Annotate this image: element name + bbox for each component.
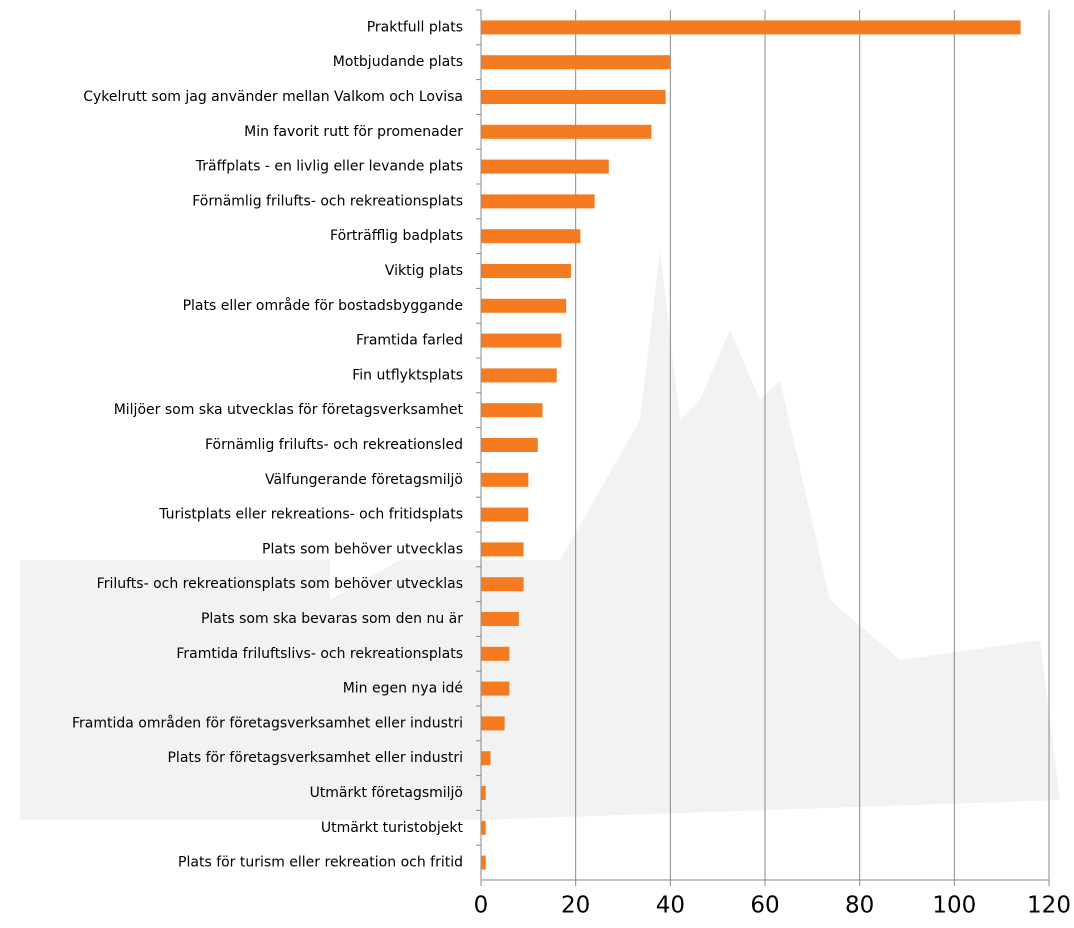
bar — [481, 334, 561, 348]
y-tick-label: Förträfflig badplats — [330, 228, 463, 244]
bar — [481, 786, 486, 800]
bar — [481, 438, 538, 452]
bar — [481, 403, 543, 417]
y-tick-label: Träffplats - en livlig eller levande pla… — [195, 159, 463, 175]
bar — [481, 125, 651, 139]
bar — [481, 612, 519, 626]
y-tick-label: Förnämlig frilufts- och rekreationsled — [205, 437, 463, 453]
chart: 0 20 40 60 80 100 120 Praktfull plats Motbjudand… — [0, 0, 1074, 928]
y-tick-label: Turistplats eller rekreations- och friti… — [158, 507, 463, 523]
bar — [481, 751, 490, 765]
y-tick-label: Motbjudande plats — [333, 54, 463, 70]
x-tick-label: 100 — [932, 893, 976, 919]
y-tick-label: Framtida friluftslivs- och rekreationspl… — [176, 646, 463, 662]
bar — [481, 856, 486, 870]
x-tick-label: 60 — [750, 893, 779, 919]
bar — [481, 368, 557, 382]
y-tick-label: Praktfull plats — [367, 19, 463, 35]
y-tick-label: Plats för företagsverksamhet eller indus… — [167, 750, 463, 766]
y-tick-label: Välfungerande företagsmiljö — [265, 472, 463, 488]
y-tick-label: Framtida områden för företagsverksamhet … — [72, 714, 463, 731]
y-tick-label: Min favorit rutt för promenader — [244, 124, 463, 140]
y-tick-label: Viktig plats — [385, 263, 463, 279]
y-tick-label: Plats som ska bevaras som den nu är — [201, 611, 463, 627]
x-tick-label: 20 — [561, 893, 590, 919]
bar — [481, 508, 528, 522]
bar — [481, 299, 566, 313]
bar — [481, 542, 524, 556]
y-tick-label: Utmärkt företagsmiljö — [310, 785, 463, 801]
y-tick-label: Plats som behöver utvecklas — [262, 541, 463, 557]
bar — [481, 473, 528, 487]
bar — [481, 20, 1021, 34]
y-tick-label: Frilufts- och rekreationsplats som behöv… — [97, 576, 463, 592]
bar — [481, 229, 580, 243]
bar — [481, 90, 666, 104]
y-tick-label: Förnämlig frilufts- och rekreationsplats — [192, 193, 463, 209]
bar — [481, 716, 505, 730]
bar — [481, 194, 595, 208]
y-tick-label: Plats eller område för bostadsbyggande — [183, 297, 463, 314]
y-tick-label: Plats för turism eller rekreation och fr… — [178, 855, 463, 871]
bar — [481, 577, 524, 591]
bar — [481, 821, 486, 835]
y-tick-label: Miljöer som ska utvecklas för företagsve… — [114, 402, 464, 418]
bar — [481, 647, 509, 661]
x-tick-label: 40 — [656, 893, 685, 919]
bar — [481, 55, 670, 69]
bar — [481, 264, 571, 278]
x-tick-label: 80 — [845, 893, 874, 919]
y-tick-label: Utmärkt turistobjekt — [321, 820, 464, 836]
x-tick-label: 0 — [474, 893, 489, 919]
x-tick-label: 120 — [1027, 893, 1071, 919]
y-tick-label: Min egen nya idé — [343, 681, 463, 697]
y-tick-label: Fin utflyktsplats — [352, 367, 463, 383]
y-tick-label: Cykelrutt som jag använder mellan Valkom… — [83, 89, 463, 105]
y-tick-label: Framtida farled — [356, 333, 463, 349]
bar — [481, 682, 509, 696]
bar — [481, 160, 609, 174]
